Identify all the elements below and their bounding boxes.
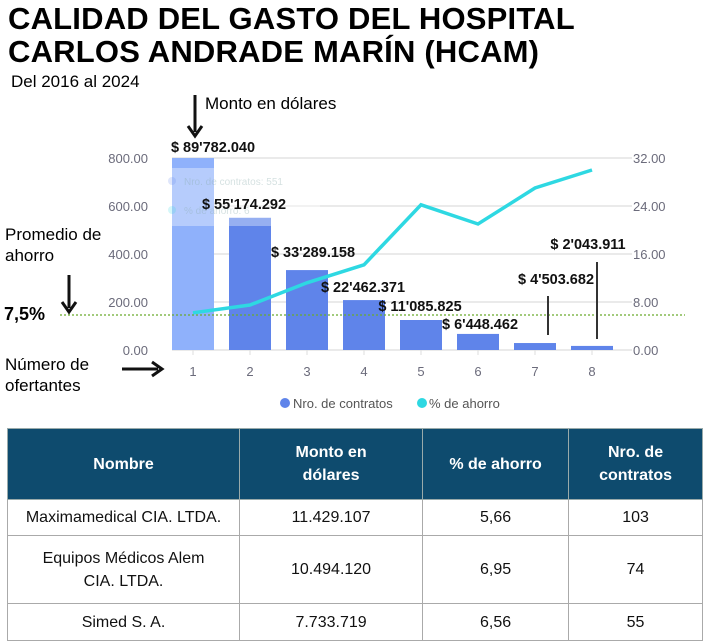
x-tick-label: 5 bbox=[417, 364, 424, 379]
cell-ahorro: 6,95 bbox=[422, 535, 570, 604]
cell-nombre: Equipos Médicos Alem CIA. LTDA. bbox=[6, 535, 241, 604]
cell-monto: 10.494.120 bbox=[239, 535, 424, 604]
bar-value-label: $ 2'043.911 bbox=[550, 237, 625, 253]
table-header-row: Nombre Monto en dólares % de ahorro Nro.… bbox=[6, 428, 703, 500]
table-row: Simed S. A. 7.733.719 6,56 55 bbox=[6, 603, 703, 641]
tooltip-bar-marker bbox=[168, 177, 176, 185]
tooltip-box bbox=[160, 168, 320, 226]
tooltip-line1: Nro. de contratos: 551 bbox=[184, 177, 283, 188]
chart: 0.00 200.00 400.00 600.00 800.00 0.00 8.00 16.0… bbox=[60, 95, 685, 411]
bar-value-label: $ 55'174.292 bbox=[202, 197, 286, 213]
bar-value-label: $ 33'289.158 bbox=[271, 245, 355, 261]
suppliers-table: Nombre Monto en dólares % de ahorro Nro.… bbox=[6, 428, 703, 641]
cell-monto: 7.733.719 bbox=[239, 603, 424, 641]
bar-value-label: $ 4'503.682 bbox=[518, 272, 594, 288]
bar bbox=[571, 345, 613, 350]
right-tick-label: 0.00 bbox=[633, 343, 658, 358]
subtitle: Del 2016 al 2024 bbox=[11, 72, 140, 91]
left-tick-label: 200.00 bbox=[108, 295, 148, 310]
header-ahorro: % de ahorro bbox=[422, 428, 570, 500]
x-tick-label: 2 bbox=[246, 364, 253, 379]
cell-monto: 11.429.107 bbox=[239, 499, 424, 536]
right-tick-label: 32.00 bbox=[633, 151, 666, 166]
promedio-value: 7,5% bbox=[4, 304, 46, 324]
x-tick-label: 3 bbox=[303, 364, 310, 379]
bar bbox=[229, 217, 271, 350]
x-tick-label: 1 bbox=[189, 364, 196, 379]
left-tick-label: 0.00 bbox=[123, 343, 148, 358]
monto-annotation: Monto en dólares bbox=[205, 94, 337, 113]
right-tick-label: 8.00 bbox=[633, 295, 658, 310]
legend-line-label[interactable]: % de ahorro bbox=[429, 396, 500, 411]
x-tick-label: 7 bbox=[531, 364, 538, 379]
table-row: Maximamedical CIA. LTDA. 11.429.107 5,66… bbox=[6, 499, 703, 536]
promedio-arrowhead-icon bbox=[60, 301, 78, 315]
legend-line-swatch bbox=[417, 398, 427, 408]
table-row: Equipos Médicos Alem CIA. LTDA. 10.494.1… bbox=[6, 535, 703, 604]
header-monto: Monto en dólares bbox=[239, 428, 424, 500]
right-tick-label: 16.00 bbox=[633, 247, 666, 262]
left-tick-label: 400.00 bbox=[108, 247, 148, 262]
title-line-1: CALIDAD DEL GASTO DEL HOSPITAL bbox=[8, 1, 575, 36]
x-tick-label: 6 bbox=[474, 364, 481, 379]
cell-ahorro: 6,56 bbox=[422, 603, 570, 641]
cell-contratos: 74 bbox=[568, 535, 703, 604]
left-tick-label: 800.00 bbox=[108, 151, 148, 166]
tooltip-line-marker bbox=[168, 206, 176, 214]
cell-ahorro: 5,66 bbox=[422, 499, 570, 536]
monto-arrowhead-icon bbox=[186, 125, 204, 139]
bar bbox=[343, 300, 385, 350]
ofertantes-annotation: Número de ofertantes bbox=[5, 355, 90, 395]
tooltip-line2: % de ahorro: 6 bbox=[184, 206, 250, 217]
ofertantes-arrowhead-icon bbox=[151, 360, 165, 378]
cell-contratos: 55 bbox=[568, 603, 703, 641]
x-tick-label: 8 bbox=[588, 364, 595, 379]
bar bbox=[400, 320, 442, 350]
x-tick-label: 4 bbox=[360, 364, 367, 379]
promedio-annotation: Promedio de ahorro bbox=[5, 225, 102, 265]
savings-line bbox=[192, 168, 593, 315]
legend-bar-label[interactable]: Nro. de contratos bbox=[293, 396, 393, 411]
left-tick-label: 600.00 bbox=[108, 199, 148, 214]
bar-value-label: $ 22'462.371 bbox=[321, 280, 405, 296]
bar-value-label: $ 6'448.462 bbox=[442, 317, 518, 333]
bar-value-label: $ 89'782.040 bbox=[171, 140, 255, 156]
cell-nombre: Simed S. A. bbox=[6, 603, 241, 641]
bar-value-label: $ 11'085.825 bbox=[378, 299, 461, 315]
right-tick-label: 24.00 bbox=[633, 199, 666, 214]
header-nombre: Nombre bbox=[6, 428, 241, 500]
bar bbox=[172, 158, 214, 350]
header-contratos: Nro. de contratos bbox=[568, 428, 703, 500]
title-line-2: CARLOS ANDRADE MARÍN (HCAM) bbox=[8, 34, 540, 69]
cell-contratos: 103 bbox=[568, 499, 703, 536]
bar bbox=[457, 333, 499, 350]
bar bbox=[514, 343, 556, 350]
cell-nombre: Maximamedical CIA. LTDA. bbox=[6, 499, 241, 536]
legend-bar-swatch bbox=[280, 398, 290, 408]
page-title: CALIDAD DEL GASTO DEL HOSPITAL CARLOS AN… bbox=[8, 2, 575, 68]
